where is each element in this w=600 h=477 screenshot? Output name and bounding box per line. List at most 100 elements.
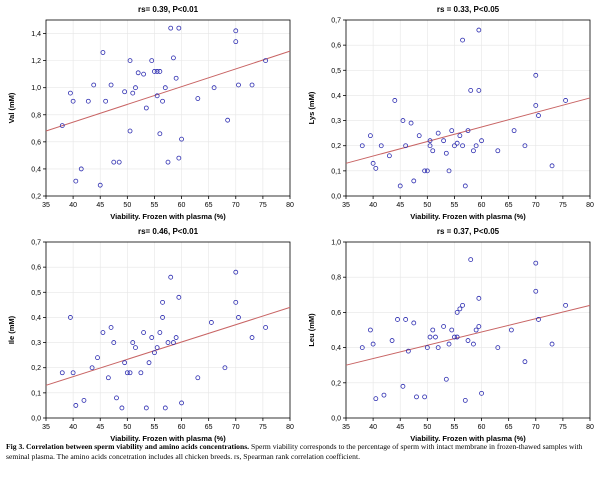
- data-point: [211, 85, 217, 91]
- x-tick-label: 65: [505, 202, 513, 209]
- data-point: [236, 82, 241, 88]
- y-tick-label: 0,6: [331, 43, 341, 50]
- data-point: [533, 103, 539, 108]
- panel-lys: 35 40 45 50 55 60 65 70 75 80 0,0 0,1 0,2 0,3 0,4 0,5 0,…: [300, 0, 600, 222]
- data-point: [59, 123, 65, 128]
- data-point: [522, 143, 528, 149]
- data-point: [427, 138, 433, 144]
- data-point: [411, 178, 417, 184]
- data-point: [119, 405, 125, 411]
- panel-val: 35 40 45 50 55 60 65 70 75 80 0,2 0,4 0,6 0,8 1,0 1,2 1,…: [0, 0, 300, 222]
- x-tick-label: 80: [286, 424, 294, 431]
- data-point: [424, 345, 430, 350]
- data-point: [422, 168, 428, 174]
- data-point: [422, 394, 428, 400]
- y-tick-label: 1,0: [331, 240, 341, 247]
- x-tick-label: 65: [205, 202, 213, 209]
- data-point: [400, 118, 406, 123]
- data-point: [471, 341, 476, 347]
- data-point: [443, 150, 449, 156]
- data-point: [468, 257, 474, 262]
- y-tick-label: 0,6: [31, 139, 41, 146]
- data-point: [443, 376, 449, 382]
- data-point: [97, 182, 103, 188]
- data-point: [460, 302, 465, 308]
- data-point: [414, 394, 419, 400]
- data-point: [430, 327, 436, 333]
- x-tick-label: 75: [259, 202, 267, 209]
- data-point: [473, 327, 479, 333]
- data-point: [70, 370, 76, 376]
- x-axis-label: Viability. Frozen with plasma (%): [410, 212, 526, 221]
- data-point: [462, 397, 468, 403]
- data-point: [533, 72, 539, 78]
- x-tick-label: 50: [423, 202, 431, 209]
- y-tick-label: 1,0: [31, 85, 41, 92]
- y-tick-label: 0,2: [331, 143, 341, 150]
- x-tick-label: 55: [151, 202, 159, 209]
- data-point: [427, 143, 433, 149]
- data-point: [208, 320, 214, 325]
- data-point: [495, 148, 501, 154]
- plot-frame: [45, 241, 291, 419]
- data-point: [536, 113, 541, 118]
- data-point: [135, 70, 141, 76]
- data-point: [133, 345, 138, 350]
- x-axis-label: Viability. Frozen with plasma (%): [110, 212, 226, 221]
- data-point: [143, 405, 149, 411]
- chart-val: 35 40 45 50 55 60 65 70 75 80 0,2 0,4 0,6 0,8 1,0 1,2 1,…: [7, 5, 294, 221]
- y-tick-label: 1,2: [31, 58, 41, 65]
- regression-line: [45, 50, 291, 132]
- regression-line: [345, 304, 591, 366]
- data-point: [173, 75, 179, 81]
- x-tick-label: 60: [478, 202, 486, 209]
- x-tick-label: 40: [69, 202, 77, 209]
- data-point: [111, 159, 117, 165]
- data-point: [430, 148, 436, 154]
- chart-leu: 35 40 45 50 55 60 65 70 75 80 0,0 0,2 0,4 0,6 0,8 1,0 rs…: [307, 227, 594, 443]
- figure-caption: Fig 3. Correlation between sperm viabili…: [6, 442, 594, 462]
- data-point: [195, 96, 201, 101]
- data-point: [403, 317, 409, 322]
- data-point: [249, 82, 255, 88]
- data-point: [479, 138, 484, 144]
- data-point: [176, 294, 182, 300]
- data-point: [449, 128, 455, 134]
- data-point: [468, 88, 474, 93]
- data-point: [165, 159, 171, 165]
- x-tick-label: 50: [423, 424, 431, 431]
- y-tick-label: 0,0: [31, 416, 41, 423]
- regression-line: [45, 306, 291, 386]
- y-tick-label: 0,0: [331, 416, 341, 423]
- y-tick-label: 0,7: [331, 18, 341, 25]
- data-point: [446, 341, 452, 347]
- panel-leu: 35 40 45 50 55 60 65 70 75 80 0,0 0,2 0,4 0,6 0,8 1,0 rs…: [300, 222, 600, 444]
- data-point: [233, 299, 239, 305]
- data-point: [368, 133, 373, 139]
- data-point: [154, 69, 160, 74]
- data-point: [122, 360, 128, 366]
- data-point: [85, 98, 91, 104]
- data-point: [103, 98, 109, 104]
- y-axis-label: Val (mM): [7, 92, 16, 123]
- data-point: [157, 330, 163, 335]
- data-point: [249, 335, 255, 340]
- data-point: [476, 88, 482, 93]
- caption-label: Fig 3. Correlation between sperm viabili…: [6, 442, 250, 451]
- data-point: [157, 131, 163, 137]
- data-point: [127, 58, 133, 64]
- data-point: [168, 274, 174, 280]
- data-point: [508, 327, 514, 333]
- data-point: [165, 340, 171, 345]
- data-point: [114, 395, 119, 401]
- data-point: [495, 345, 501, 350]
- data-point: [68, 315, 73, 320]
- data-point: [452, 334, 457, 340]
- data-point: [411, 320, 417, 326]
- x-tick-label: 75: [559, 424, 567, 431]
- data-point: [100, 330, 106, 335]
- data-point: [176, 25, 182, 31]
- data-point: [563, 98, 569, 103]
- y-tick-label: 0,2: [31, 194, 41, 201]
- data-point: [397, 183, 403, 189]
